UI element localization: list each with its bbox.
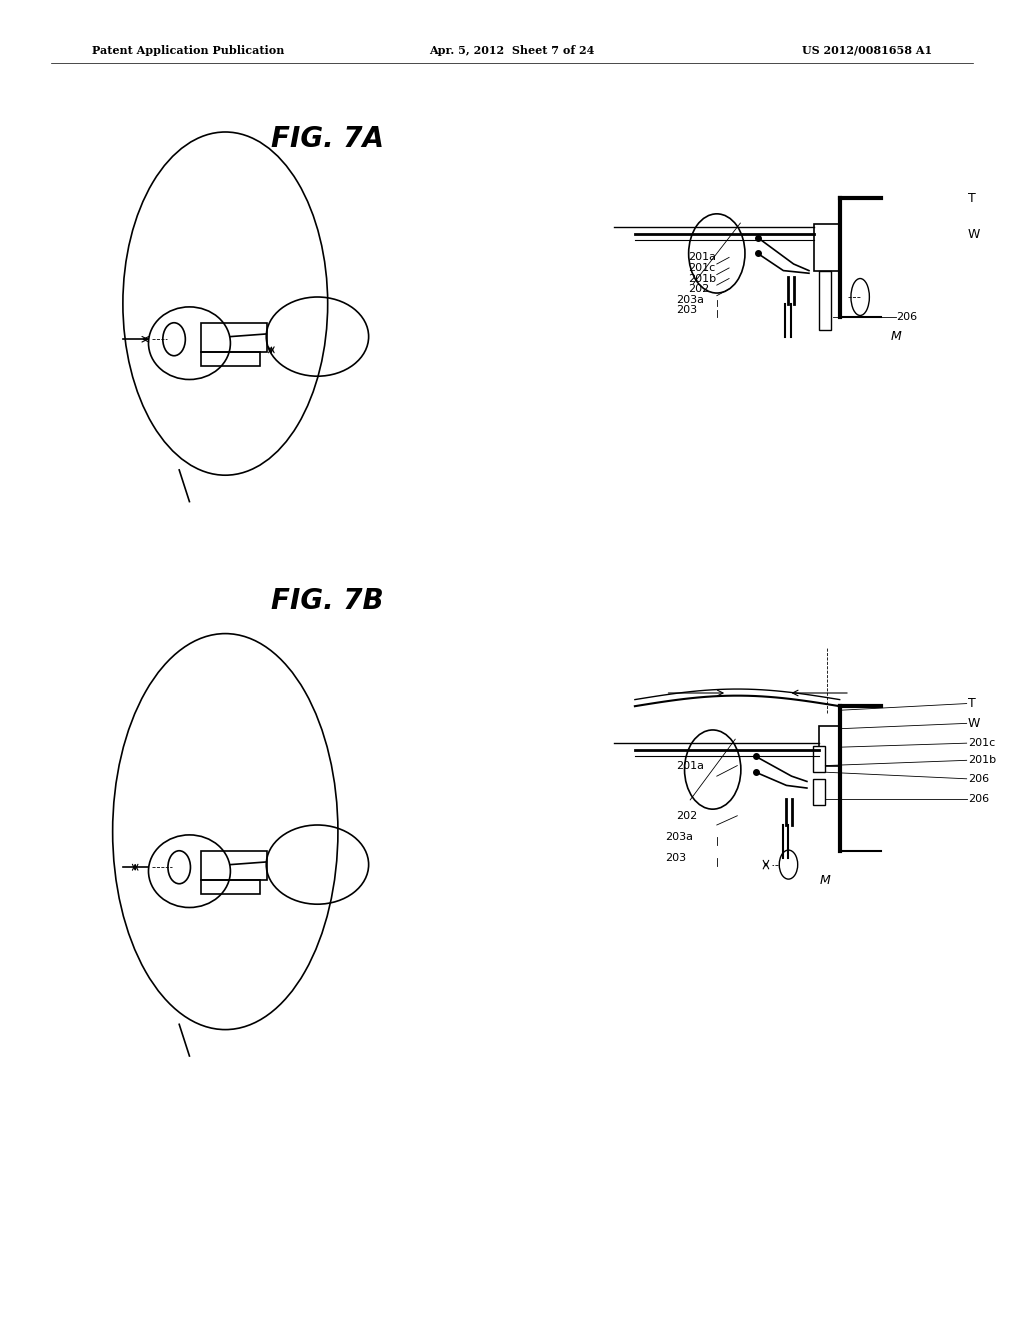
Text: T: T [968,191,976,205]
Bar [819,726,840,766]
Text: 206: 206 [896,312,918,322]
Text: 201b: 201b [688,273,716,284]
Text: FIG. 7B: FIG. 7B [271,586,384,615]
Text: Patent Application Publication: Patent Application Publication [92,45,285,55]
Text: 201a: 201a [688,252,716,263]
Bar [813,779,825,805]
Text: W: W [968,228,980,242]
Text: W: W [968,717,980,730]
Text: FIG. 7A: FIG. 7A [271,124,384,153]
Bar [201,352,260,366]
Text: 201a: 201a [676,760,703,771]
Text: 203: 203 [676,305,697,315]
Text: 202: 202 [676,810,697,821]
Text: US 2012/0081658 A1: US 2012/0081658 A1 [802,45,932,55]
Text: 206: 206 [968,793,989,804]
Text: 201c: 201c [688,263,716,273]
Text: T: T [968,697,976,710]
Text: M: M [819,874,829,887]
Bar [201,323,267,352]
Text: 203: 203 [666,853,687,863]
Bar [201,851,267,880]
Bar [201,880,260,894]
Text: 206: 206 [968,774,989,784]
Text: M: M [891,330,901,343]
Text: 203a: 203a [676,294,703,305]
Bar [819,271,831,330]
Text: 201c: 201c [968,738,995,748]
Text: 202: 202 [688,284,710,294]
Text: 203a: 203a [666,832,693,842]
Bar [813,746,825,772]
Text: 201b: 201b [968,755,995,766]
Text: Apr. 5, 2012  Sheet 7 of 24: Apr. 5, 2012 Sheet 7 of 24 [429,45,595,55]
Bar [814,224,841,271]
